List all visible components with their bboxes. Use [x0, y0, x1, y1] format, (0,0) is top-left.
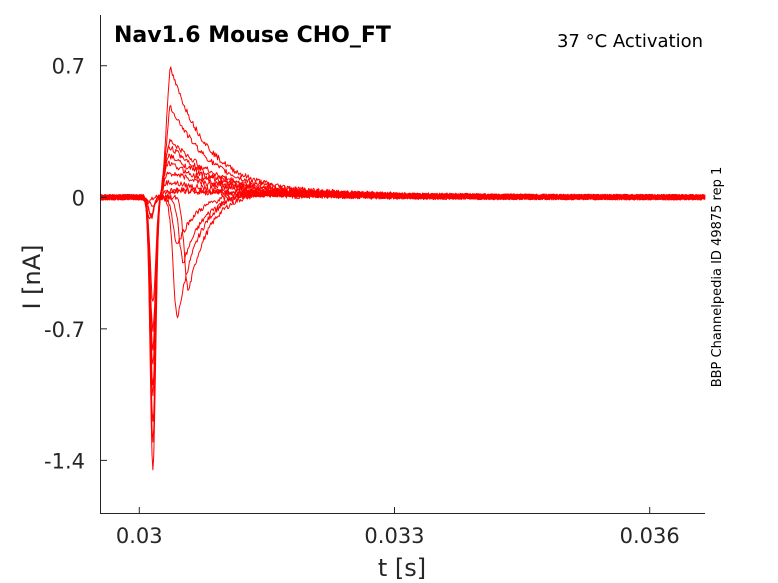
x-tick-label: 0.033: [364, 524, 424, 548]
sweep-trace-line: [100, 171, 706, 365]
x-axis-label: t [s]: [378, 554, 426, 582]
chart-title: Nav1.6 Mouse CHO_FT: [114, 23, 391, 48]
sweep-trace-line: [100, 187, 706, 302]
channelpedia-id-label: BBP Channelpedia ID 49875 rep 1: [710, 167, 725, 388]
y-tick-label: 0: [72, 186, 85, 210]
y-ticks: 0.7 0 -0.7 -1.4: [44, 55, 107, 473]
x-tick-label: 0.03: [116, 524, 163, 548]
sweep-trace-line: [100, 190, 706, 264]
y-tick-label: 0.7: [52, 55, 85, 79]
sweep-trace-line: [100, 66, 706, 351]
x-ticks: 0.03 0.033 0.036: [116, 507, 680, 548]
sweep-trace-line: [100, 105, 706, 386]
y-tick-label: -0.7: [44, 318, 85, 342]
y-axis-label: I [nA]: [18, 244, 46, 309]
chart-subtitle: 37 °C Activation: [557, 31, 703, 52]
x-tick-label: 0.036: [620, 524, 680, 548]
sweep-trace-line: [100, 188, 706, 319]
sweep-traces: [100, 66, 706, 471]
sweep-trace-line: [100, 179, 706, 332]
y-tick-label: -1.4: [44, 449, 85, 473]
